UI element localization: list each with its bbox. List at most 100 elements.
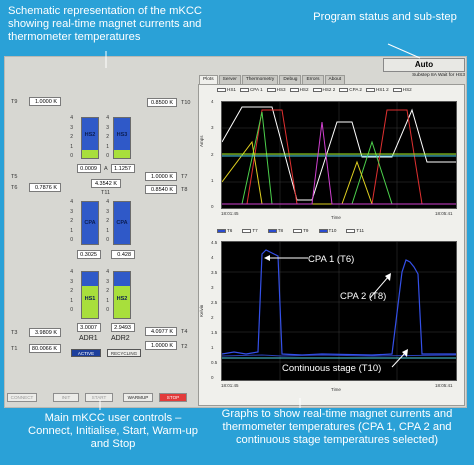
bottom-graph-yticks: 4.5 4 3.5 3 2.5 2 1.5 1 0.5 0 <box>211 240 218 380</box>
tab-plots[interactable]: Plots <box>199 75 218 84</box>
adr-tank-1: HS1 <box>81 271 99 319</box>
tank-name: CPA <box>84 220 96 226</box>
tab-debug[interactable]: Debug <box>279 75 302 84</box>
t11-value: 4.3542 K <box>91 179 121 188</box>
legend-item[interactable]: T6 <box>217 228 232 233</box>
cpa-tank-2: CPA <box>113 201 131 245</box>
t3-label: T3 <box>11 330 18 336</box>
tank-name: CPA <box>116 220 128 226</box>
cpa1-value: 0.3025 <box>77 250 101 259</box>
bottom-graph-svg <box>221 242 457 380</box>
a-unit-label: A <box>104 166 108 172</box>
legend-item[interactable]: HS2 <box>289 87 309 92</box>
series-t8 <box>221 354 457 357</box>
tank-fill <box>82 285 98 318</box>
top-graph-xstart: 18:01:45 <box>221 211 239 216</box>
top-graph-plot-area <box>221 101 457 209</box>
mkcc-application-window: Auto Substep 8A Wait for HS3 T9 1.0000 K… <box>4 56 467 408</box>
legend-item[interactable]: T10 <box>318 228 336 233</box>
adr2-status-badge: RECYCLING <box>107 349 141 357</box>
t9-value: 1.0000 K <box>29 97 61 106</box>
bottom-graph-xlabel: Time <box>331 387 341 392</box>
t1-label: T1 <box>11 346 18 352</box>
callout-controls: Main mKCC user controls – Connect, Initi… <box>28 412 198 450</box>
t6-value: 0.7876 K <box>29 183 61 192</box>
t2-label: T2 <box>181 344 188 350</box>
legend-item[interactable]: HS1 2 <box>365 87 389 92</box>
start-button[interactable]: START <box>85 393 113 402</box>
connect-button[interactable]: CONNECT <box>7 393 37 402</box>
tank-fill <box>114 150 130 158</box>
t3-value: 3.9809 K <box>29 328 61 337</box>
warmup-button[interactable]: WARMUP <box>123 393 153 402</box>
adr1-value: 3.0007 <box>77 323 101 332</box>
t10-value: 0.8500 K <box>147 98 177 107</box>
tab-about[interactable]: About <box>324 75 346 84</box>
adr1-label: ADR1 <box>79 335 98 342</box>
tank-fill <box>82 150 98 158</box>
top-graph-xend: 18:05:41 <box>435 211 453 216</box>
t6-label: T6 <box>11 185 18 191</box>
t4-label: T4 <box>181 329 188 335</box>
tank-name: HS1 <box>84 296 96 302</box>
adr-tank-2: HS2 <box>113 271 131 319</box>
top-graph-svg <box>221 102 456 208</box>
top-series-magenta <box>222 121 456 205</box>
bottom-graph-xstart: 18:01:45 <box>221 383 239 388</box>
annotation-cpa1: CPA 1 (T6) <box>308 254 355 265</box>
bottom-graph-plot-area <box>221 241 457 381</box>
heat-switch-tank-1: HS2 <box>81 117 99 159</box>
t4-value: 4.0977 K <box>145 327 177 336</box>
cpa-tank-1: CPA <box>81 201 99 245</box>
heat-switch-tank-2: HS3 <box>113 117 131 159</box>
bottom-graph-xend: 18:05:41 <box>435 383 453 388</box>
t10-label: T10 <box>181 100 191 106</box>
legend-item[interactable]: T11 <box>346 228 364 233</box>
t8-value: 0.8540 K <box>145 185 177 194</box>
tab-thermometry[interactable]: Thermometry <box>241 75 279 84</box>
legend-item[interactable]: T8 <box>267 228 283 233</box>
t2-value: 1.0000 K <box>145 341 177 350</box>
tank-fill <box>114 285 130 318</box>
top-graph-xlabel: Time <box>331 215 341 220</box>
t9-label: T9 <box>11 99 18 105</box>
a-value: 1.1257 <box>111 164 135 173</box>
t8-label: T8 <box>181 187 188 193</box>
tank-name: HS2 <box>84 132 96 138</box>
top-series-white <box>221 106 456 201</box>
tank-name: HS2 <box>116 296 128 302</box>
t7-value: 1.0000 K <box>145 172 177 181</box>
legend-item[interactable]: T9 <box>293 228 309 233</box>
legend-item[interactable]: HS2 2 <box>312 87 335 92</box>
tab-bar: Plots Server Thermometry Debug Errors Ab… <box>199 75 346 84</box>
tank-name: HS3 <box>116 132 128 138</box>
t7-label: T7 <box>181 174 188 180</box>
adr2-value: 2.9493 <box>111 323 135 332</box>
callout-graphs: Graphs to show real-time magnet currents… <box>221 408 453 446</box>
program-status-box: Auto <box>383 58 465 72</box>
t1-value: 80.0066 K <box>29 344 61 353</box>
stop-button[interactable]: STOP <box>159 393 187 402</box>
tab-server[interactable]: Server <box>218 75 241 84</box>
annotation-continuous-stage: Continuous stage (T10) <box>282 363 382 374</box>
legend-item[interactable]: HS3 <box>266 87 286 92</box>
legend-item[interactable]: CPA 1 <box>239 87 263 92</box>
t5-value: 0.0009 <box>77 164 101 173</box>
bottom-graph-legend: T6 T7 T8 T9 T10 T11 <box>217 228 463 233</box>
t11-label: T11 <box>101 190 111 196</box>
legend-item[interactable]: CPA 2 <box>339 87 362 92</box>
callout-status: Program status and sub-step <box>313 11 457 23</box>
initialise-button[interactable]: INIT <box>53 393 79 402</box>
tab-errors[interactable]: Errors <box>302 75 324 84</box>
legend-item[interactable]: HS1 <box>217 87 236 92</box>
t5-label: T5 <box>11 174 18 180</box>
legend-item[interactable]: T7 <box>242 228 258 233</box>
legend-item[interactable]: HS2 <box>392 87 412 92</box>
